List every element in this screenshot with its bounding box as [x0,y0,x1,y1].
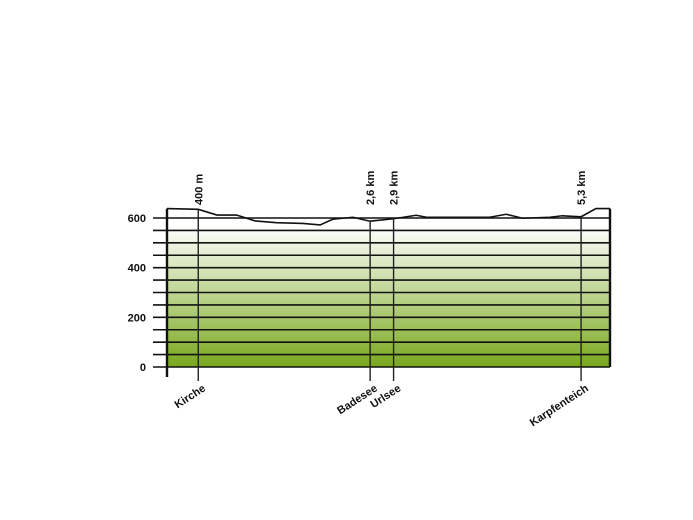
waypoint-distance-label: 2,6 km [365,171,377,205]
waypoint-name-label: Karpfenteich [528,382,591,429]
waypoint-distance-label: 2,9 km [389,171,401,205]
waypoint-distance-label: 5,3 km [576,171,588,205]
y-tick-label: 600 [128,213,146,225]
y-tick-label: 400 [128,263,146,275]
y-tick-label: 0 [140,362,146,374]
y-tick-label: 200 [128,312,146,324]
waypoint-distance-label: 400 m [193,174,205,205]
waypoint-name-label: Kirche [173,382,208,411]
